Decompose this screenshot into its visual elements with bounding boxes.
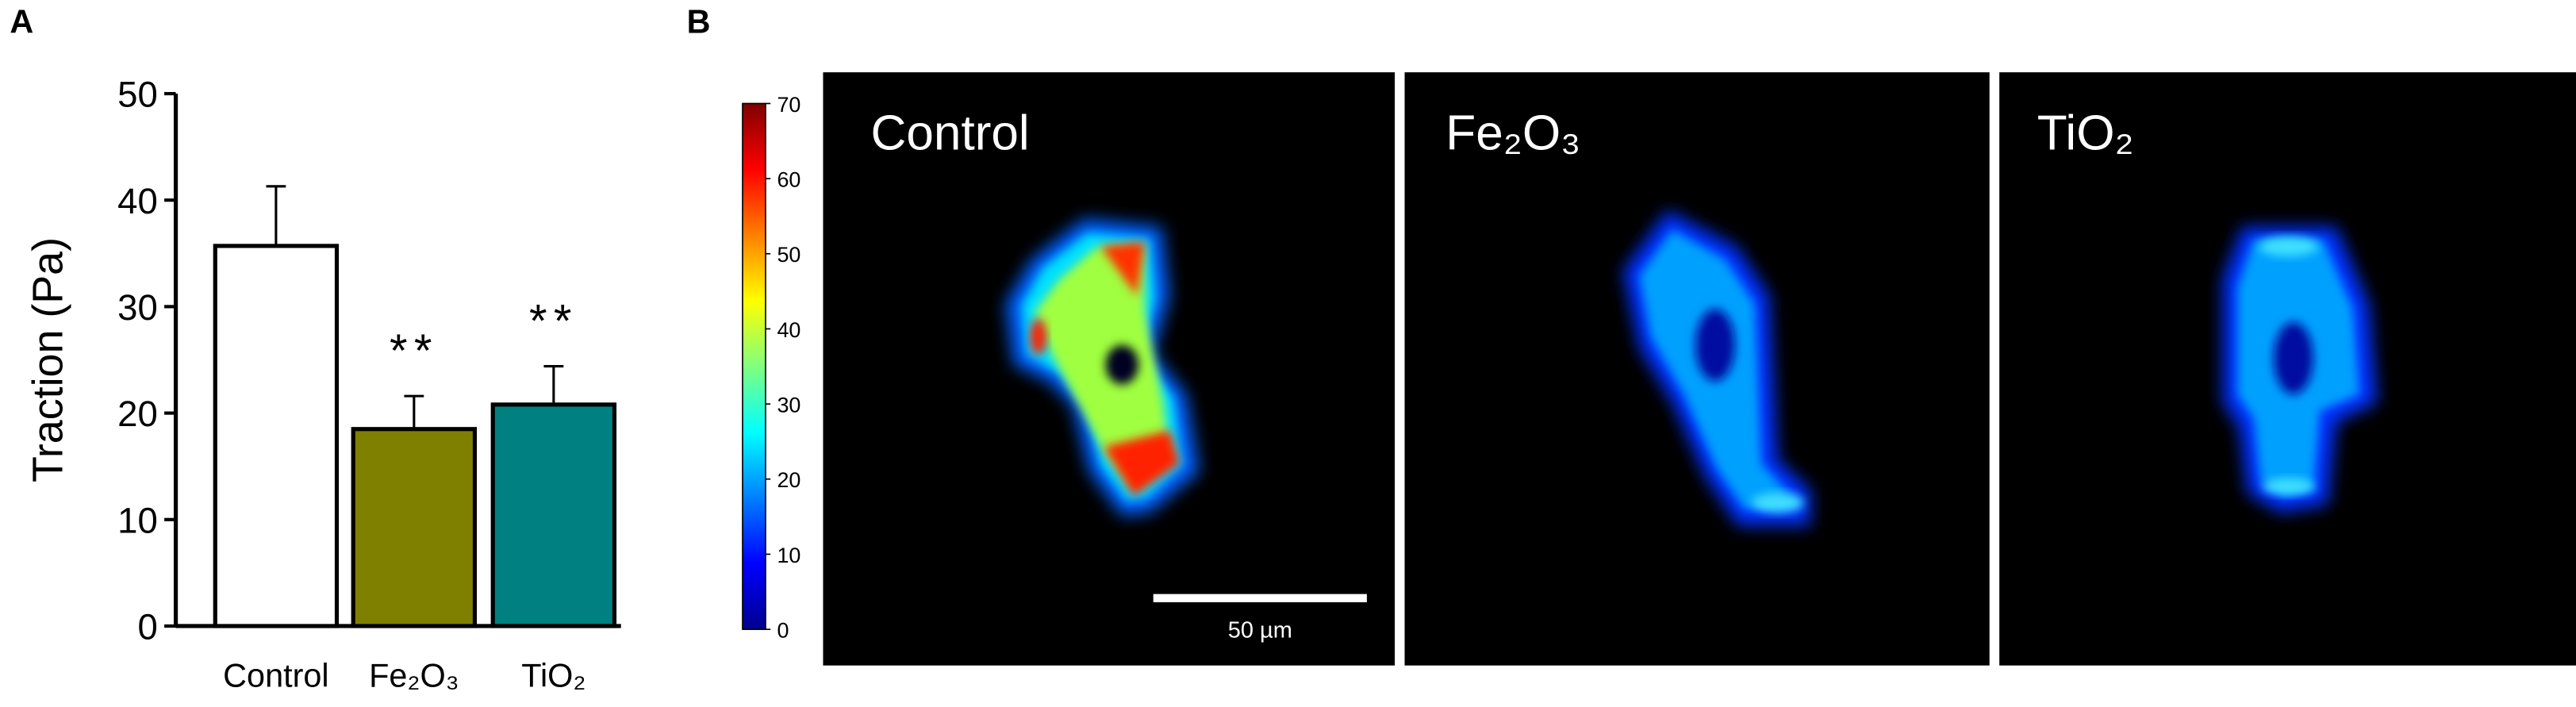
colorbar [742, 102, 766, 630]
scale-bar-label: 50 µm [1228, 617, 1292, 643]
colorbar-tick-label: 0 [777, 618, 789, 642]
y-tick-label: 20 [117, 394, 158, 434]
colorbar-tick-label: 30 [777, 393, 800, 417]
y-tick-label: 40 [117, 181, 158, 221]
bar [213, 244, 340, 628]
y-tick-label: 30 [117, 287, 158, 328]
traction-map [1005, 218, 1200, 517]
y-tick-label: 50 [117, 75, 158, 115]
bar [351, 427, 478, 628]
y-axis-label: Traction (Pa) [25, 237, 72, 482]
panel-label: B [687, 3, 711, 40]
x-tick-label: Fe₂O₃ [369, 658, 459, 694]
traction-map [2222, 226, 2378, 513]
colorbar-tick-label: 70 [777, 93, 800, 117]
colorbar-tick-label: 50 [777, 243, 800, 267]
panel-title: Fe₂O₃ [1445, 106, 1580, 160]
x-tick-label: Control [223, 658, 328, 694]
colorbar-tick-label: 10 [777, 544, 800, 567]
y-tick-label: 0 [137, 607, 157, 647]
traction-map [1622, 210, 1811, 526]
panel-label: A [10, 3, 33, 40]
panel-title: Control [871, 106, 1030, 160]
y-tick-label: 10 [117, 500, 158, 540]
panel-title: TiO₂ [2037, 106, 2134, 160]
x-tick-label: TiO₂ [521, 658, 585, 694]
colorbar-tick-label: 60 [777, 167, 800, 191]
bar [490, 402, 617, 628]
significance: ** [390, 326, 439, 377]
colorbar-tick-label: 20 [777, 468, 800, 492]
colorbar-tick-label: 40 [777, 318, 800, 342]
significance: ** [529, 296, 578, 347]
